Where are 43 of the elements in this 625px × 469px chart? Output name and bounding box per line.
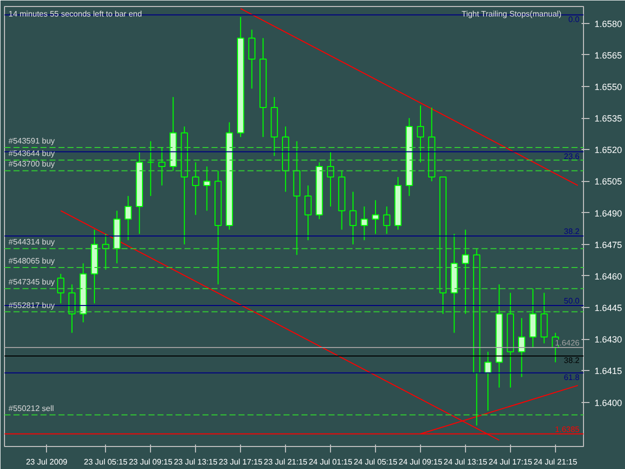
ref-line-label: #552817 buy: [8, 300, 55, 310]
ref-line-label: #550212 sell: [8, 404, 54, 413]
x-tick-label: 23 Jul 09:15: [128, 458, 173, 466]
y-tick-label: 1.6490: [594, 208, 622, 218]
annotation: 0.0: [568, 14, 580, 24]
y-tick-label: 1.6460: [594, 271, 622, 282]
x-tick-label: 24 Jul 01:15: [308, 458, 353, 466]
ref-line-label: #543591 buy: [8, 136, 55, 146]
annotation: 23.6: [564, 152, 580, 161]
x-tick-label: 24 Jul 05:15: [354, 458, 398, 466]
x-tick-label: 23 Jul 13:15: [174, 458, 218, 466]
x-tick-label: 24 Jul 13:15: [444, 458, 488, 466]
y-tick-label: 1.6400: [594, 398, 622, 408]
y-tick-label: 1.6535: [594, 114, 622, 124]
x-tick-label: 23 Jul 17:15: [218, 458, 263, 466]
x-tick-label: 24 Jul 09:15: [398, 458, 443, 466]
ref-line-label: #548065 buy: [8, 256, 55, 266]
x-tick-label: 23 Jul 21:15: [264, 458, 308, 466]
y-tick-label: 1.6520: [594, 145, 622, 156]
x-tick-label: 24 Jul 21:15: [534, 458, 578, 466]
y-tick-label: 1.6505: [594, 176, 622, 187]
x-tick-label: 23 Jul 05:15: [84, 458, 128, 466]
ref-line-label: #544314 buy: [8, 238, 55, 247]
ref-line-label: #547345 buy: [8, 278, 55, 287]
y-tick-label: 1.6550: [594, 82, 622, 92]
ref-line-label: 1.6426: [555, 338, 580, 348]
annotation: 61.8: [564, 372, 580, 382]
annotation: 14 minutes 55 seconds left to bar end: [8, 10, 142, 18]
annotation: 38.2: [564, 356, 580, 365]
ref-line-label: 1.6385: [555, 424, 580, 434]
ref-line-label: #543700 buy: [8, 160, 55, 169]
annotation: Tight Trailing Stops(manual): [462, 10, 562, 18]
y-tick-label: 1.6565: [594, 50, 622, 60]
annotation: 50.0: [564, 296, 580, 306]
x-tick-label: 23 Jul 2009: [26, 458, 68, 466]
ref-line-label: #543644 buy: [8, 149, 55, 158]
annotation: 38.2: [564, 226, 580, 236]
y-tick-label: 1.6475: [594, 240, 622, 250]
y-tick-label: 1.6430: [594, 334, 622, 345]
x-tick-label: 24 Jul 17:15: [488, 458, 533, 466]
y-tick-label: 1.6580: [594, 18, 622, 29]
y-tick-label: 1.6445: [594, 303, 622, 314]
y-tick-label: 1.6415: [594, 366, 622, 376]
